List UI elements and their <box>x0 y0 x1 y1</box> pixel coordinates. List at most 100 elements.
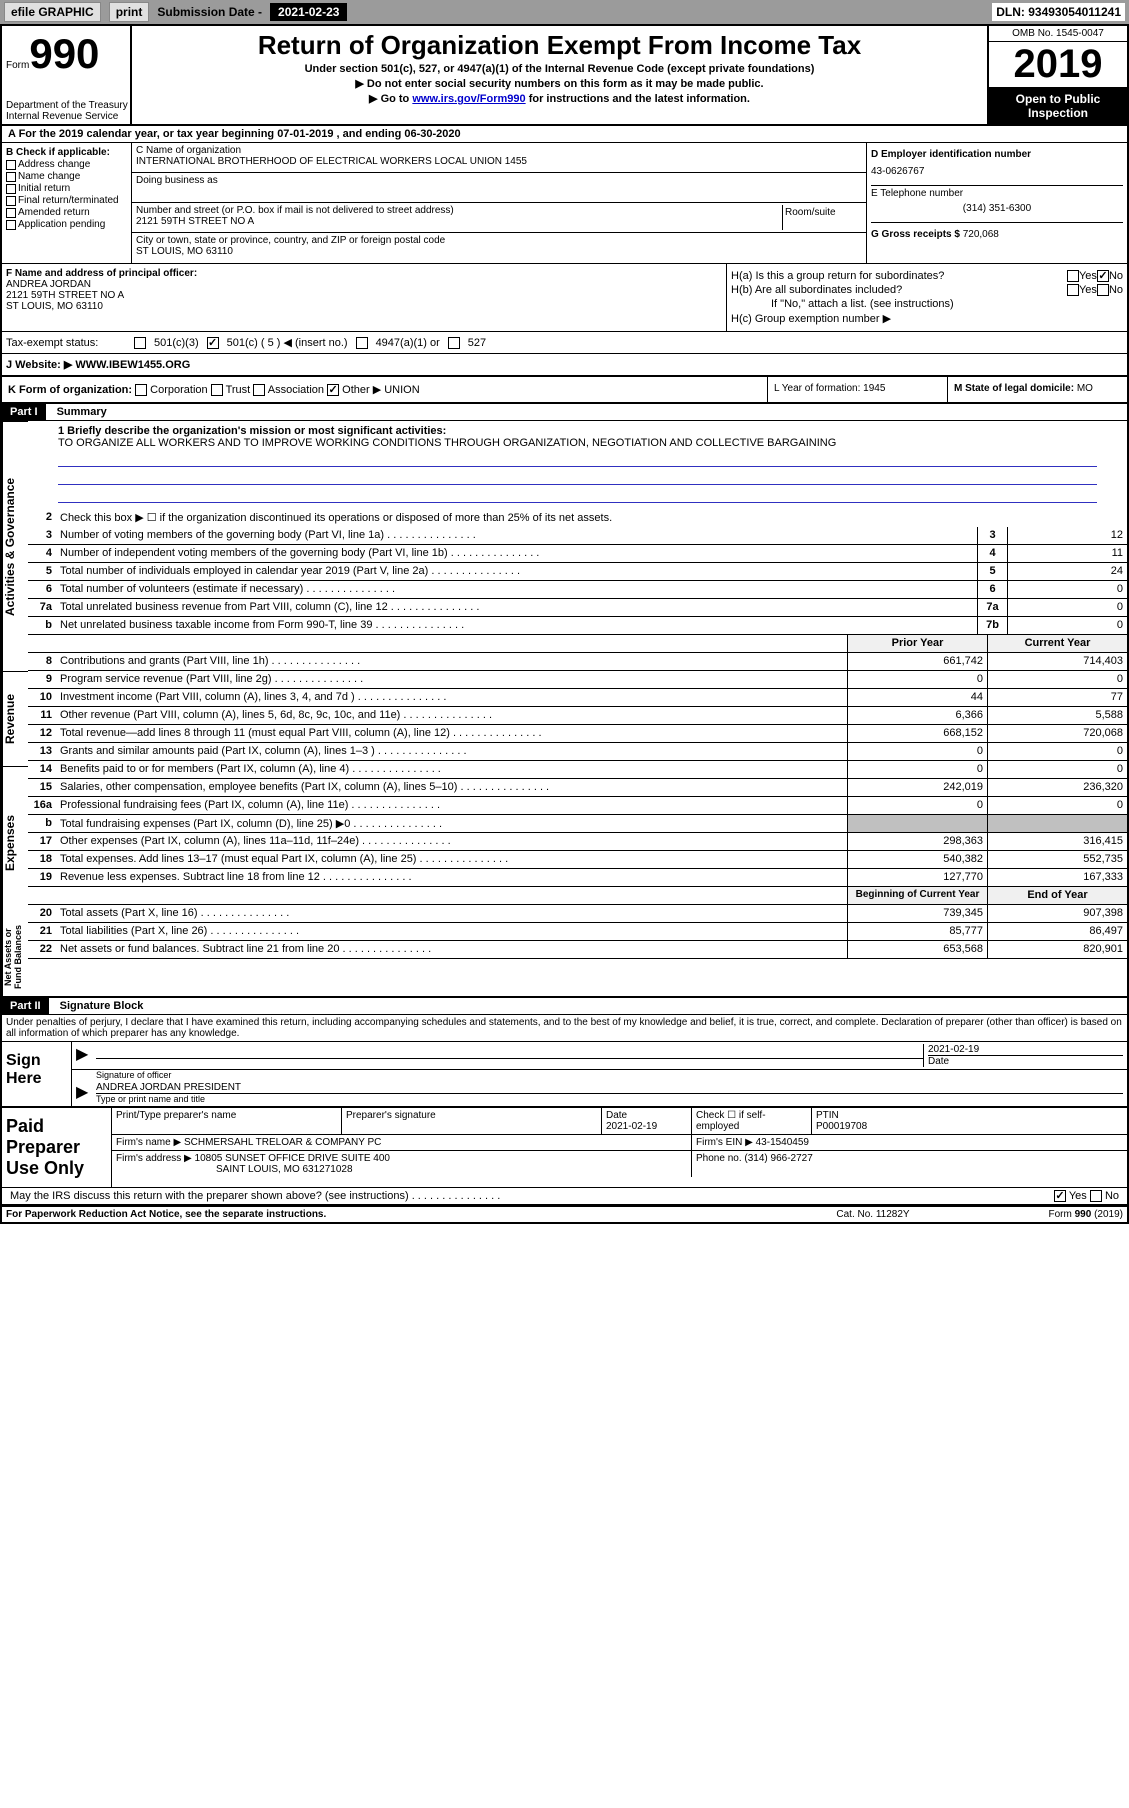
summary-line: 20Total assets (Part X, line 16)739,3459… <box>28 905 1127 923</box>
mission-line2 <box>58 469 1097 485</box>
summary-line: 3Number of voting members of the governi… <box>28 527 1127 545</box>
row-a-taxyear: A For the 2019 calendar year, or tax yea… <box>2 126 1127 143</box>
box-d: D Employer identification number 43-0626… <box>867 143 1127 263</box>
ha-yes[interactable] <box>1067 270 1079 282</box>
status-label: Tax-exempt status: <box>6 337 126 349</box>
lbl-final: Final return/terminated <box>18 195 119 206</box>
prep-date: 2021-02-19 <box>606 1121 687 1132</box>
ein-block: D Employer identification number 43-0626… <box>871 147 1123 186</box>
part-ii-title: Signature Block <box>52 998 152 1014</box>
efile-button[interactable]: efile GRAPHIC <box>4 2 101 22</box>
opt-corp: Corporation <box>150 384 207 396</box>
submission-date: 2021-02-23 <box>270 3 347 21</box>
chk-4947[interactable] <box>356 337 368 349</box>
chk-name[interactable] <box>6 172 16 182</box>
ptin-value: P00019708 <box>816 1121 1123 1132</box>
side-labels: Activities & Governance Revenue Expenses… <box>2 421 28 996</box>
discuss-no[interactable] <box>1090 1190 1102 1202</box>
k-year: L Year of formation: 1945 <box>767 377 947 402</box>
chk-501c3[interactable] <box>134 337 146 349</box>
q1-label: 1 Briefly describe the organization's mi… <box>58 425 1097 437</box>
mission-line1 <box>58 451 1097 467</box>
form-number: 990 <box>29 30 99 77</box>
irs-link[interactable]: www.irs.gov/Form990 <box>412 93 525 105</box>
paid-preparer-label: Paid Preparer Use Only <box>2 1108 112 1187</box>
arrow-icon-2: ▶ <box>76 1082 96 1104</box>
opt-assoc: Association <box>268 384 324 396</box>
part-i-title: Summary <box>49 404 115 420</box>
curr-hdr: Current Year <box>987 635 1127 652</box>
summary-line: 8Contributions and grants (Part VIII, li… <box>28 653 1127 671</box>
ha-no-lbl: No <box>1109 270 1123 282</box>
prep-name-label: Print/Type preparer's name <box>112 1108 342 1134</box>
ha-label: H(a) Is this a group return for subordin… <box>731 270 1067 282</box>
ha-no[interactable]: ✓ <box>1097 270 1109 282</box>
lbl-initial: Initial return <box>18 183 70 194</box>
print-button[interactable]: print <box>109 2 150 22</box>
chk-amended[interactable] <box>6 208 16 218</box>
chk-trust[interactable] <box>211 384 223 396</box>
opt-501c3: 501(c)(3) <box>154 337 199 349</box>
chk-501c[interactable]: ✓ <box>207 337 219 349</box>
summary-line: 19Revenue less expenses. Subtract line 1… <box>28 869 1127 887</box>
footer-right: Form 990 (2019) <box>973 1209 1123 1220</box>
check-self: Check ☐ if self-employed <box>692 1108 812 1134</box>
chk-final[interactable] <box>6 196 16 206</box>
part-ii-header: Part II Signature Block <box>2 996 1127 1015</box>
mission-text: TO ORGANIZE ALL WORKERS AND TO IMPROVE W… <box>58 437 1097 449</box>
declaration-text: Under penalties of perjury, I declare th… <box>2 1015 1127 1042</box>
summary-line: 15Salaries, other compensation, employee… <box>28 779 1127 797</box>
discuss-no-lbl: No <box>1105 1190 1119 1202</box>
discuss-yesno: ✓ Yes No <box>927 1188 1127 1204</box>
sign-here-row: Sign Here ▶ 2021-02-19 Date Signature of… <box>2 1042 1127 1106</box>
discuss-yes[interactable]: ✓ <box>1054 1190 1066 1202</box>
chk-initial[interactable] <box>6 184 16 194</box>
summary-line: 12Total revenue—add lines 8 through 11 (… <box>28 725 1127 743</box>
net-prior-hdr: Beginning of Current Year <box>847 887 987 904</box>
chk-other[interactable]: ✓ <box>327 384 339 396</box>
part-i-badge: Part I <box>2 404 46 420</box>
note-link: ▶ Go to www.irs.gov/Form990 for instruct… <box>140 92 979 105</box>
summary-line: bNet unrelated business taxable income f… <box>28 617 1127 635</box>
k-state: M State of legal domicile: MO <box>947 377 1127 402</box>
dba-label: Doing business as <box>136 175 862 186</box>
ha-yes-lbl: Yes <box>1079 270 1097 282</box>
box-b: B Check if applicable: Address change Na… <box>2 143 132 263</box>
chk-corp[interactable] <box>135 384 147 396</box>
sig-field[interactable] <box>96 1058 923 1067</box>
ein-label: D Employer identification number <box>871 149 1123 160</box>
name-title: ANDREA JORDAN PRESIDENT <box>96 1082 1123 1094</box>
ein-value: 43-0626767 <box>871 166 1123 177</box>
part-i-header: Part I Summary <box>2 404 1127 421</box>
q2-text: Check this box ▶ ☐ if the organization d… <box>56 509 1127 527</box>
box-f: F Name and address of principal officer:… <box>2 264 727 331</box>
dln-number: DLN: 93493054011241 <box>992 3 1125 21</box>
mission-block: 1 Briefly describe the organization's mi… <box>28 421 1127 509</box>
side-activities: Activities & Governance <box>2 421 28 671</box>
sig-officer-label: Signature of officer <box>72 1070 1127 1080</box>
note2b: for instructions and the latest informat… <box>526 93 750 105</box>
sig-date-block: 2021-02-19 Date <box>923 1044 1123 1067</box>
summary-line: 9Program service revenue (Part VIII, lin… <box>28 671 1127 689</box>
hb-no[interactable] <box>1097 284 1109 296</box>
chk-pending[interactable] <box>6 220 16 230</box>
sign-here-label: Sign Here <box>2 1042 72 1106</box>
chk-527[interactable] <box>448 337 460 349</box>
side-revenue: Revenue <box>2 671 28 766</box>
note-ssn: ▶ Do not enter social security numbers o… <box>140 77 979 90</box>
sig-date: 2021-02-19 <box>928 1044 1123 1055</box>
officer-name: ANDREA JORDAN <box>6 279 722 290</box>
website-label: J Website: ▶ <box>6 359 72 371</box>
date-lbl: Date <box>606 1110 687 1121</box>
firm-phone-label: Phone no. <box>696 1153 742 1164</box>
opt-trust: Trust <box>226 384 251 396</box>
hb-yes[interactable] <box>1067 284 1079 296</box>
firm-city: SAINT LOUIS, MO 631271028 <box>116 1164 687 1175</box>
omb-number: OMB No. 1545-0047 <box>989 26 1127 42</box>
box-c: C Name of organization INTERNATIONAL BRO… <box>132 143 867 263</box>
hb-no-lbl: No <box>1109 284 1123 296</box>
chk-address[interactable] <box>6 160 16 170</box>
prior-hdr: Prior Year <box>847 635 987 652</box>
chk-assoc[interactable] <box>253 384 265 396</box>
officer-addr1: 2121 59TH STREET NO A <box>6 290 722 301</box>
